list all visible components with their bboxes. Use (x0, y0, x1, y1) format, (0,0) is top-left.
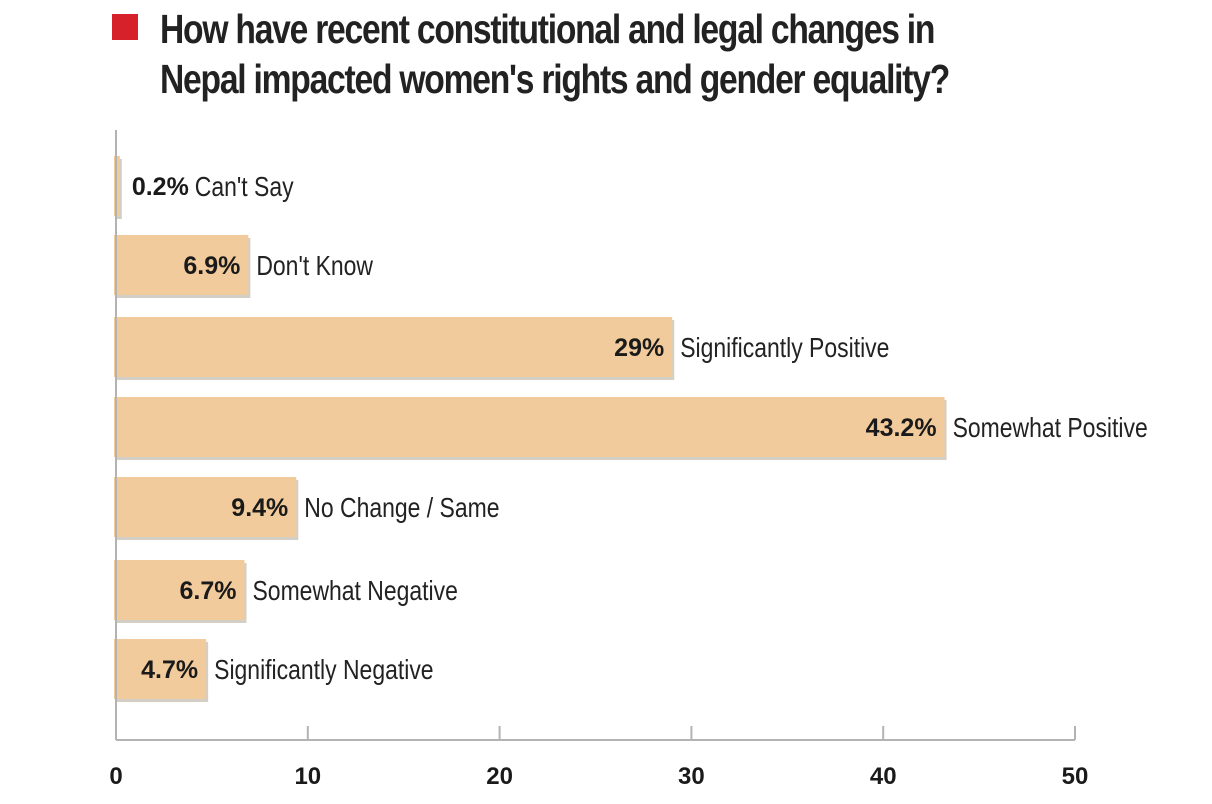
bar-somewhat-positive (114, 397, 945, 457)
category-label-no-change-same: No Change / Same (304, 493, 499, 524)
x-tick-label-20: 20 (486, 763, 513, 790)
category-label-significantly-negative: Significantly Negative (214, 655, 433, 686)
bar-no-change-same (114, 477, 297, 537)
value-label-significantly-positive: 29% (614, 334, 664, 362)
x-tick-label-40: 40 (870, 763, 897, 790)
bar-somewhat-negative (114, 560, 245, 620)
bar-significantly-positive (114, 317, 673, 377)
value-label-somewhat-positive: 43.2% (866, 414, 937, 442)
bar-significantly-negative (114, 639, 207, 699)
value-label-can-t-say: 0.2% (132, 173, 189, 201)
category-label-can-t-say: Can't Say (195, 172, 294, 203)
x-axis: 0 10 20 30 40 50 (109, 130, 1088, 790)
bar-don-t-know (114, 235, 249, 295)
value-label-significantly-negative: 4.7% (141, 656, 198, 684)
value-label-no-change-same: 9.4% (231, 494, 288, 522)
x-tick-label-10: 10 (294, 763, 321, 790)
value-label-don-t-know: 6.9% (183, 252, 240, 280)
category-label-somewhat-negative: Somewhat Negative (253, 576, 458, 607)
category-label-somewhat-positive: Somewhat Positive (953, 413, 1148, 444)
category-label-don-t-know: Don't Know (256, 251, 373, 282)
x-tick-label-50: 50 (1062, 763, 1089, 790)
title-marker-square (112, 14, 138, 40)
value-label-somewhat-negative: 6.7% (180, 577, 237, 605)
bars-layer (114, 156, 947, 702)
x-tick-label-0: 0 (109, 763, 122, 790)
category-label-significantly-positive: Significantly Positive (680, 333, 889, 364)
x-tick-label-30: 30 (678, 763, 705, 790)
chart-title: How have recent constitutional and legal… (160, 6, 950, 102)
bar-labels-layer: 0.2% Can't Say 6.9% Don't Know 29% Significan… (132, 172, 1148, 686)
